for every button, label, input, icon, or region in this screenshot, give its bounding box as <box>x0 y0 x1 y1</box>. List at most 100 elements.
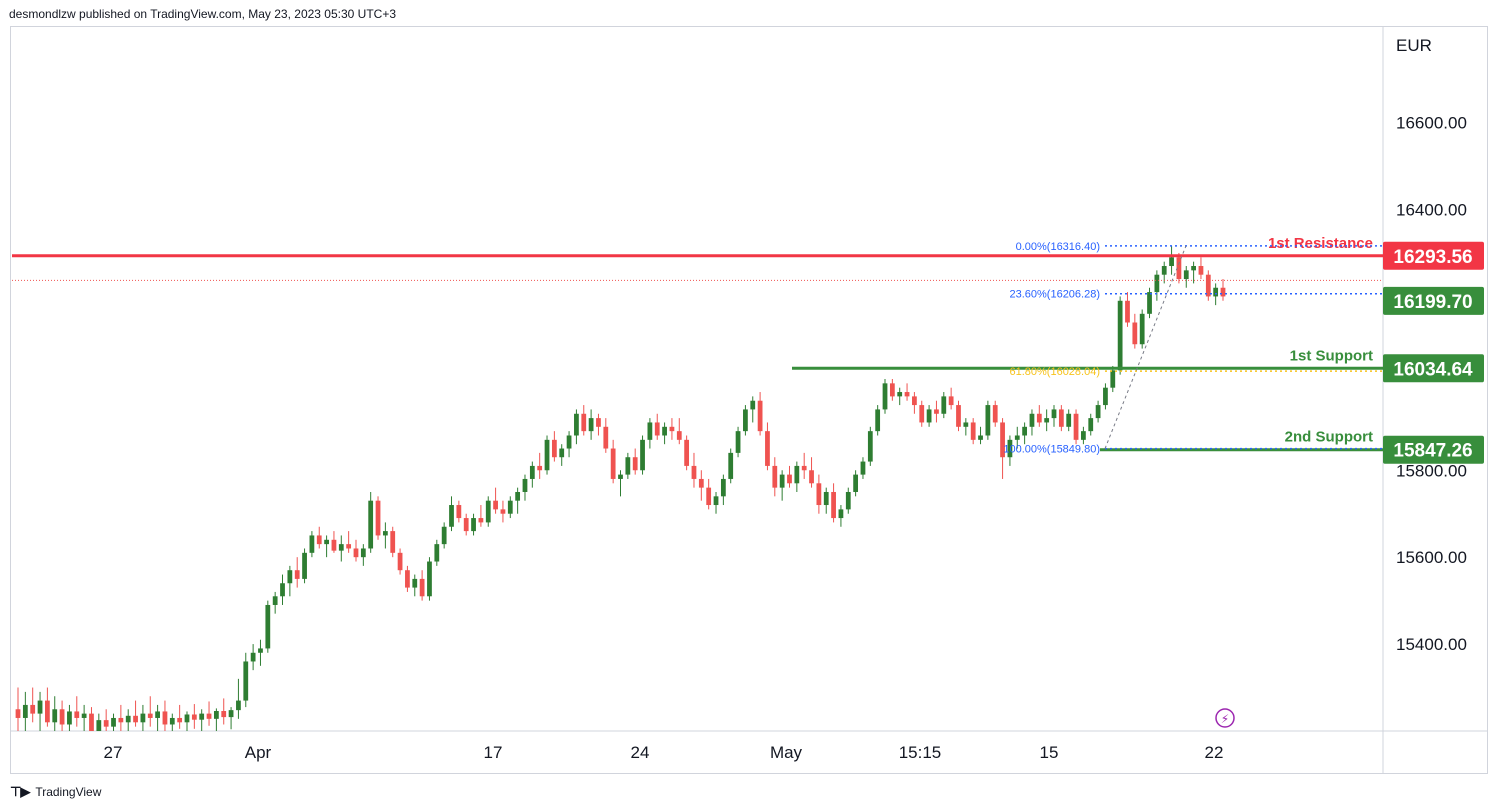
candle-body <box>331 539 337 551</box>
candle-body <box>985 405 991 436</box>
candle-body <box>81 713 87 718</box>
candle-body <box>59 709 65 725</box>
candle-body <box>801 465 807 471</box>
candle-body <box>206 713 212 719</box>
candle-body <box>1051 409 1057 419</box>
candle-body <box>1169 257 1174 267</box>
candle-body <box>1103 387 1108 406</box>
candle-body <box>1066 413 1072 427</box>
candle-body <box>390 531 396 553</box>
candle-body <box>1058 409 1064 427</box>
candle-body <box>1007 439 1013 458</box>
candle-body <box>1000 422 1005 458</box>
candle-body <box>30 704 36 714</box>
candle-body <box>1205 274 1211 297</box>
candle-body <box>992 405 998 423</box>
candle-body <box>118 717 124 723</box>
candle-body <box>169 717 175 725</box>
candle-body <box>1154 274 1160 293</box>
support-1-price-tag-bg <box>1383 354 1484 383</box>
candle-body <box>1036 413 1042 423</box>
candle-body <box>669 426 675 432</box>
support-label-2: 2nd Support <box>1285 429 1373 446</box>
resistance-label: 1st Resistance <box>1268 235 1373 252</box>
lightning-glyph: ⚡ <box>1221 712 1229 726</box>
candle-body <box>471 518 476 532</box>
candle-body <box>559 448 565 458</box>
candle-body <box>213 711 219 719</box>
candle-body <box>684 439 690 466</box>
candle-body <box>258 648 263 653</box>
candle-body <box>654 422 660 436</box>
candle-body <box>765 431 770 466</box>
candle-body <box>353 548 359 558</box>
support-1-price-tag: 16034.64 <box>1393 359 1473 380</box>
fib-level-label: 61.80%(16028.04) <box>1009 366 1100 378</box>
candle-body <box>889 383 895 397</box>
candle-body <box>1014 435 1020 440</box>
x-tick-label: 24 <box>631 743 650 762</box>
candle-body <box>779 474 785 488</box>
candle-body <box>1161 266 1167 275</box>
candle-body <box>963 422 969 427</box>
candle-body <box>316 535 322 545</box>
candle-body <box>22 704 28 718</box>
candle-body <box>463 518 469 532</box>
candle-body <box>574 413 579 436</box>
candle-body <box>544 439 550 471</box>
candle-body <box>265 604 271 649</box>
candle-body <box>676 431 682 440</box>
candle-body <box>728 452 734 479</box>
candle-body <box>125 715 131 723</box>
candle-body <box>632 457 638 471</box>
candle-body <box>537 465 543 471</box>
candle-body <box>956 405 961 427</box>
chart-frame <box>10 26 1488 774</box>
candle-body <box>302 552 307 579</box>
candle-body <box>1191 266 1196 271</box>
candle-body <box>1095 405 1101 419</box>
candle-body <box>948 396 954 406</box>
candle-body <box>493 500 498 510</box>
candle-body <box>456 505 462 519</box>
candle-body <box>272 596 278 605</box>
candle-body <box>147 713 153 718</box>
candle-body <box>111 717 116 727</box>
candle-body <box>287 570 293 584</box>
candle-body <box>140 713 146 723</box>
candle-body <box>970 422 976 440</box>
footer-brand: TradingView <box>35 785 102 799</box>
candle-body <box>89 713 94 731</box>
candle-body <box>67 711 72 725</box>
candle-body <box>294 570 300 579</box>
candle-body <box>1088 418 1094 432</box>
candle-body <box>588 418 594 432</box>
currency-label: EUR <box>1396 36 1432 55</box>
candle-body <box>360 548 366 558</box>
candle-body <box>618 474 623 479</box>
candle-body <box>250 652 256 662</box>
candle-body <box>867 431 873 462</box>
candle-body <box>735 431 741 453</box>
candle-body <box>823 491 829 506</box>
candle-body <box>662 426 667 436</box>
candle-body <box>338 544 344 551</box>
candle-body <box>96 720 102 731</box>
y-tick-label: 16600.00 <box>1396 114 1467 133</box>
candle-body <box>485 500 491 523</box>
candle-body <box>941 396 947 414</box>
fib-level-label: 0.00%(16316.40) <box>1016 241 1100 253</box>
candle-body <box>184 714 190 723</box>
candle-body <box>978 435 983 440</box>
candle-body <box>926 409 932 423</box>
candle-body <box>1183 270 1189 280</box>
candle-body <box>507 500 513 514</box>
candle-body <box>221 711 227 718</box>
candle-body <box>912 396 917 406</box>
candle-body <box>934 409 939 414</box>
candle-body <box>15 709 21 718</box>
candle-body <box>74 711 80 718</box>
support-2-price-tag: 15847.26 <box>1393 441 1472 462</box>
candle-body <box>625 457 631 475</box>
